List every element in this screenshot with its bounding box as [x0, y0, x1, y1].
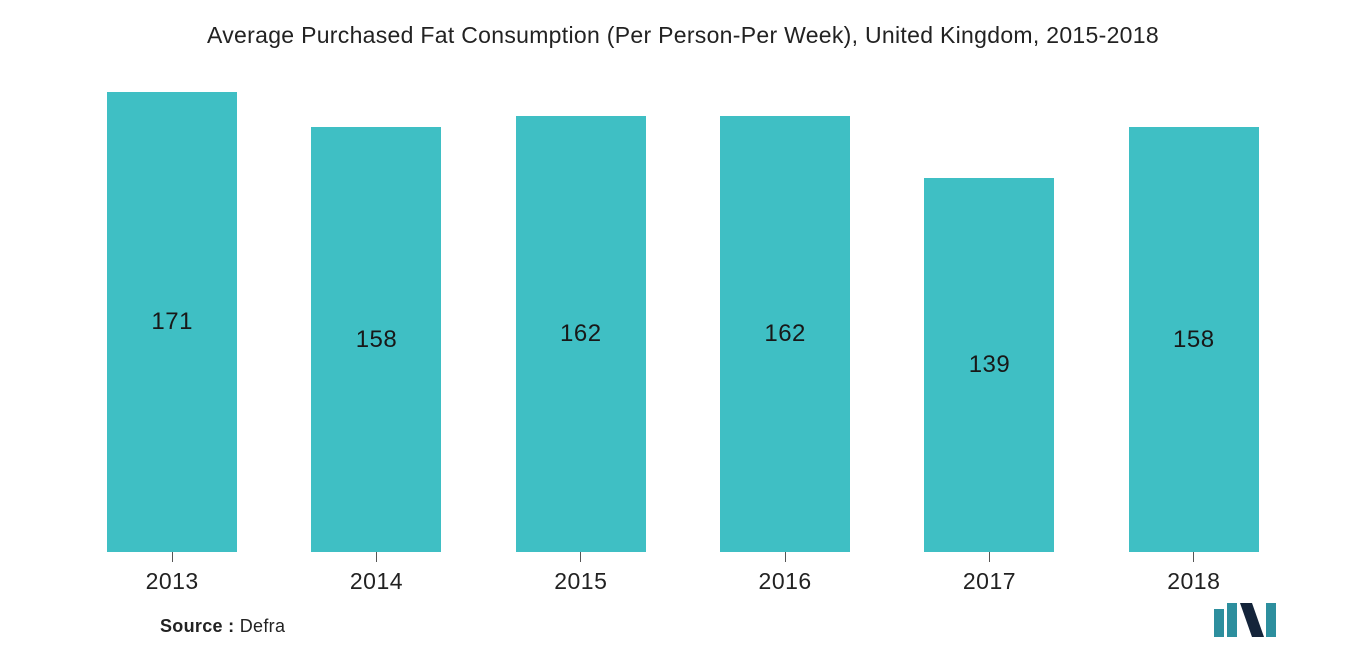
source-value: Defra [240, 616, 286, 636]
x-tick [580, 552, 581, 562]
bar-wrap: 162 [695, 89, 875, 552]
bar-group: 139 2017 [899, 89, 1079, 595]
bar-wrap: 162 [491, 89, 671, 552]
bar: 162 [720, 116, 850, 552]
chart-footer: Source : Defra [40, 595, 1326, 637]
source-label: Source : [160, 616, 234, 636]
x-tick [989, 552, 990, 562]
x-tick [1193, 552, 1194, 562]
source-attribution: Source : Defra [160, 616, 285, 637]
bar-value-label: 162 [764, 320, 806, 348]
bar: 162 [516, 116, 646, 552]
bar: 158 [311, 127, 441, 552]
x-axis-label: 2016 [759, 568, 812, 595]
x-tick [172, 552, 173, 562]
brand-logo [1214, 603, 1276, 637]
bar: 171 [107, 92, 237, 552]
x-axis-label: 2015 [554, 568, 607, 595]
bar-wrap: 158 [286, 89, 466, 552]
bar-group: 171 2013 [82, 89, 262, 595]
x-tick [376, 552, 377, 562]
x-axis-label: 2014 [350, 568, 403, 595]
x-axis-label: 2017 [963, 568, 1016, 595]
bar-wrap: 171 [82, 89, 262, 552]
bar-group: 158 2014 [286, 89, 466, 595]
bar: 139 [924, 178, 1054, 552]
x-axis-label: 2018 [1167, 568, 1220, 595]
chart-title: Average Purchased Fat Consumption (Per P… [40, 22, 1326, 49]
bar-group: 158 2018 [1104, 89, 1284, 595]
bar-group: 162 2015 [491, 89, 671, 595]
bar-value-label: 171 [151, 308, 193, 336]
bar-value-label: 162 [560, 320, 602, 348]
mi-logo-icon [1214, 603, 1276, 637]
bar-wrap: 139 [899, 89, 1079, 552]
bar-value-label: 158 [356, 326, 398, 354]
bar-value-label: 139 [969, 351, 1011, 379]
bar-value-label: 158 [1173, 326, 1215, 354]
chart-container: Average Purchased Fat Consumption (Per P… [0, 0, 1366, 655]
bar-group: 162 2016 [695, 89, 875, 595]
x-tick [785, 552, 786, 562]
x-axis-label: 2013 [146, 568, 199, 595]
bar-wrap: 158 [1104, 89, 1284, 552]
plot-area: 171 2013 158 2014 162 2015 162 2016 139 2017 158 20… [40, 89, 1326, 595]
bar: 158 [1129, 127, 1259, 552]
